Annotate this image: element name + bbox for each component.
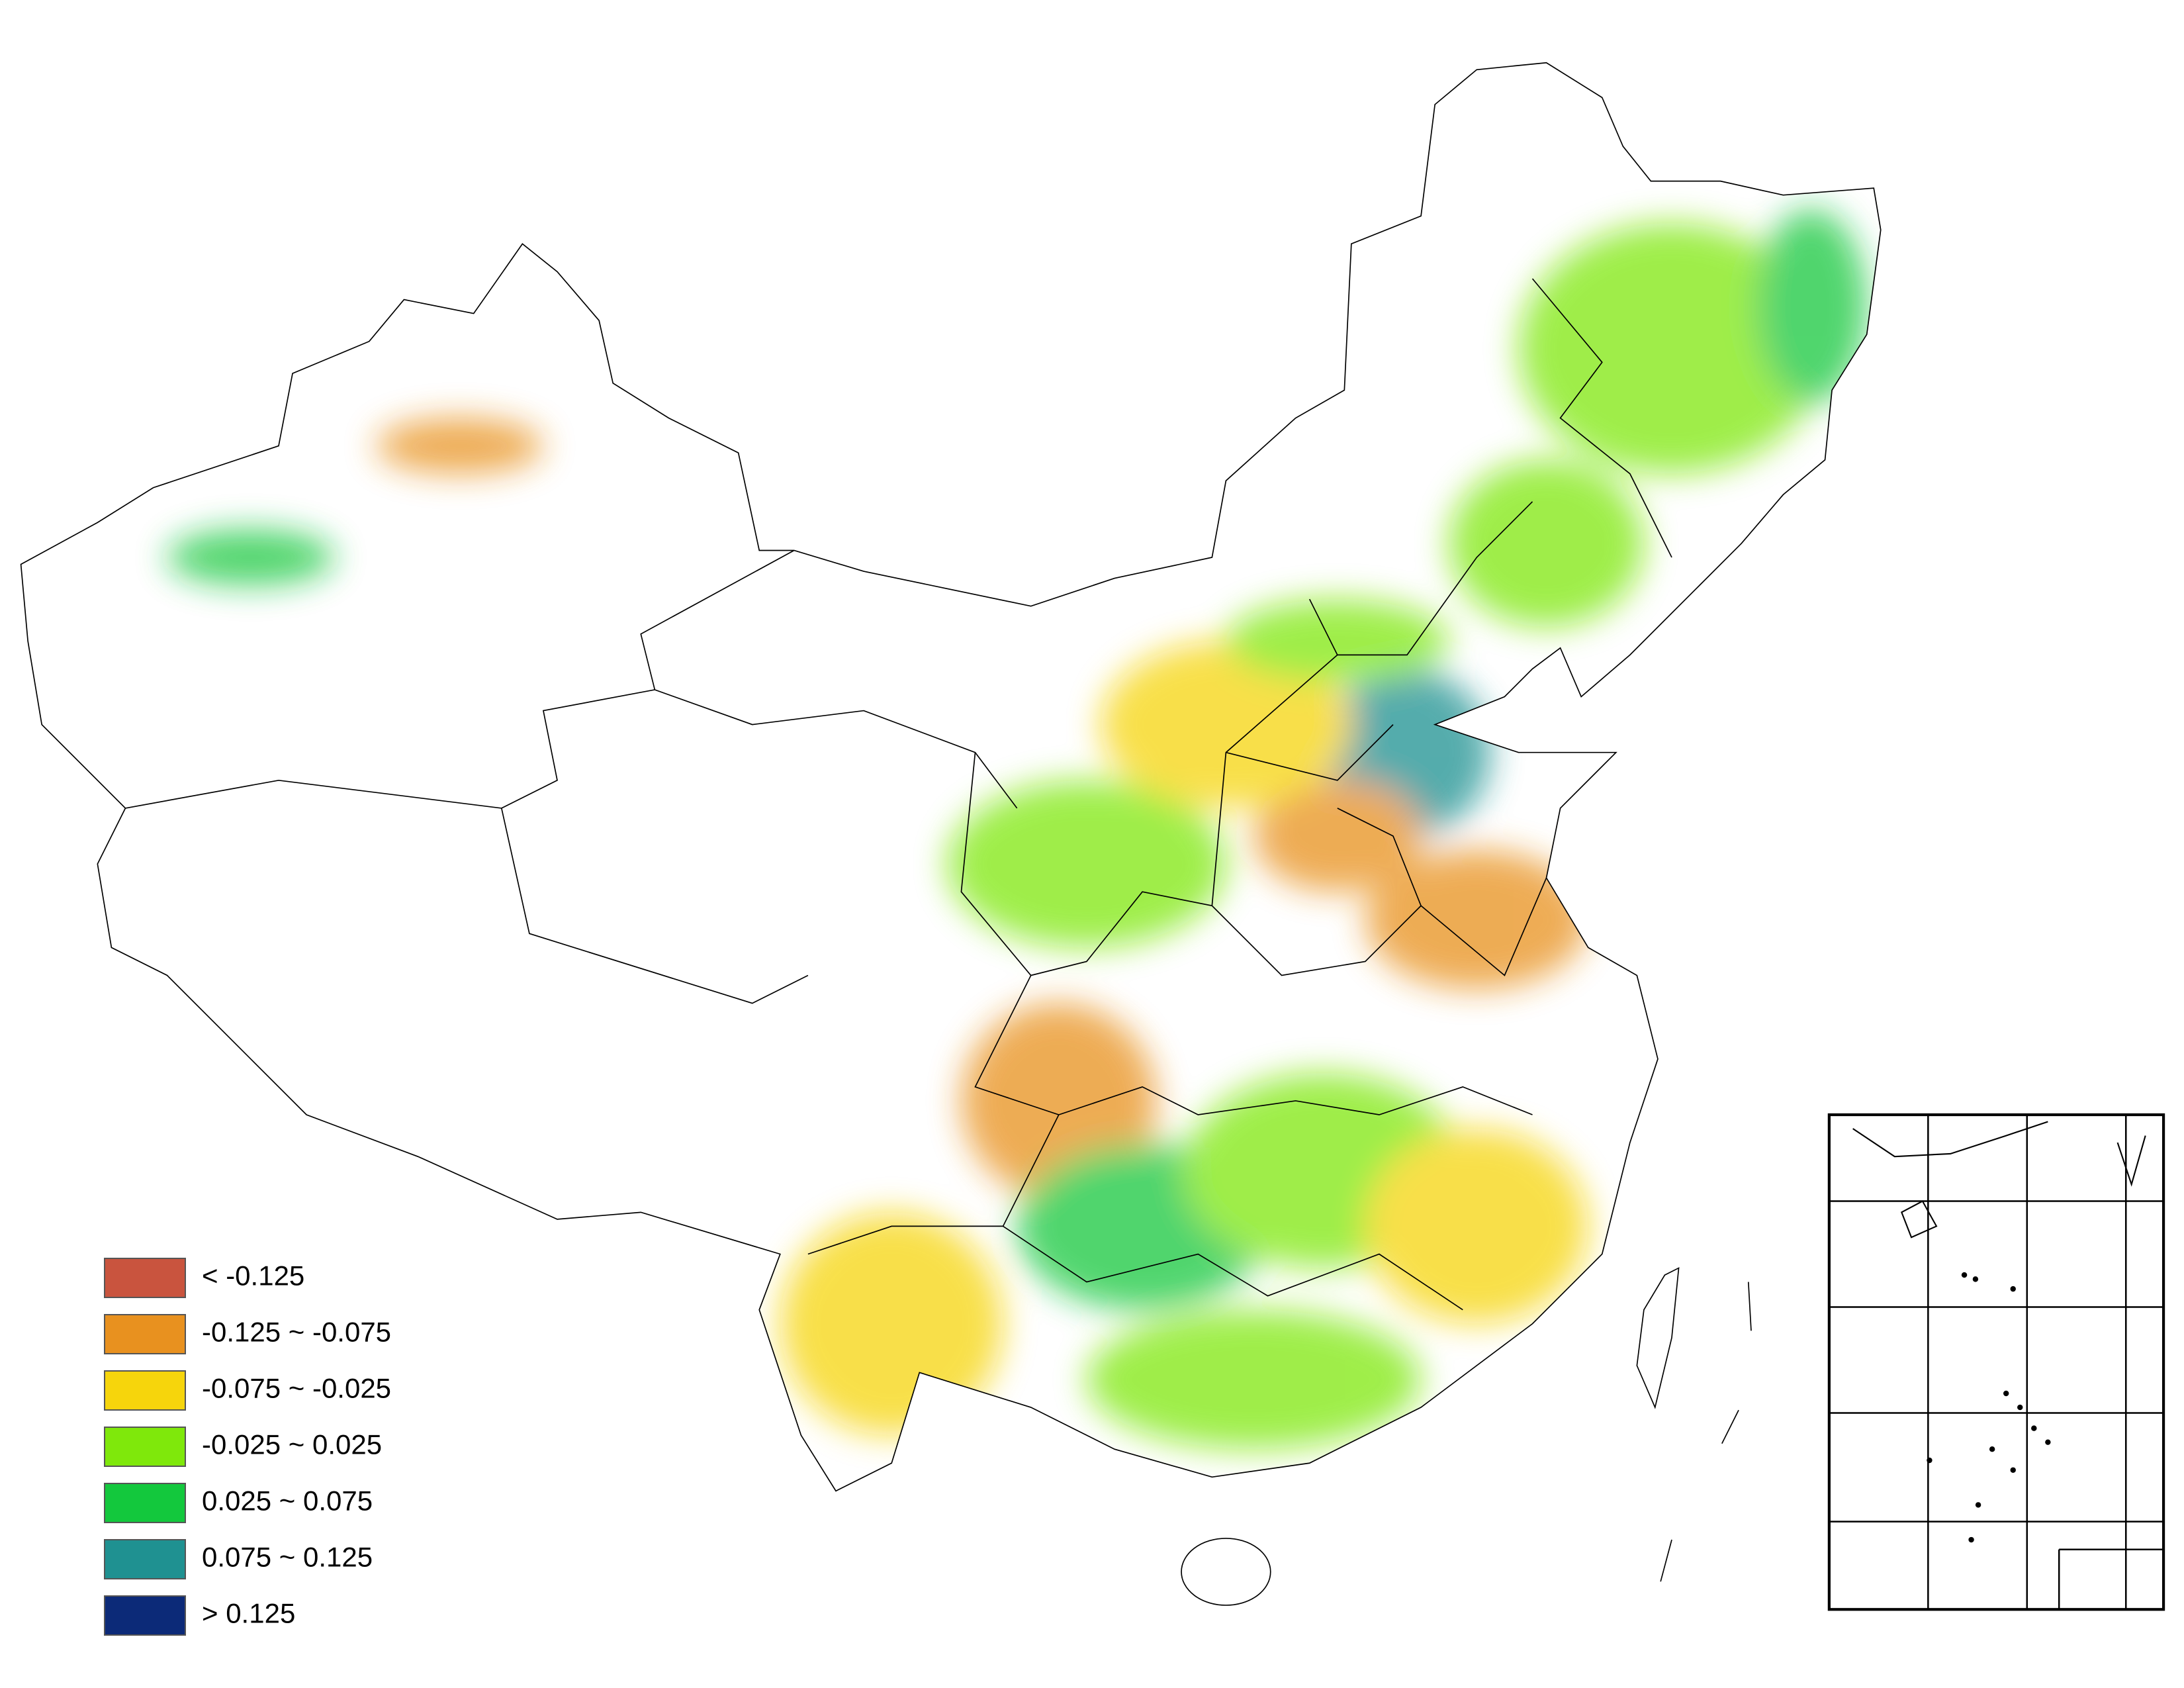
legend-label: 0.075 ~ 0.125 [202, 1542, 373, 1573]
legend-swatch [104, 1258, 186, 1298]
inset-frame [1827, 1113, 2165, 1611]
patch [780, 1212, 1003, 1436]
legend-label: -0.075 ~ -0.025 [202, 1373, 391, 1404]
inset-grid [1829, 1115, 2164, 1610]
legend-swatch [104, 1595, 186, 1636]
patch [1518, 222, 1825, 474]
legend-label: -0.025 ~ 0.025 [202, 1429, 382, 1460]
island-marks [1660, 1282, 1752, 1582]
patch [1086, 1309, 1422, 1450]
legend-label: > 0.125 [202, 1598, 295, 1629]
legend-label: 0.025 ~ 0.075 [202, 1485, 373, 1517]
patch [1365, 1129, 1588, 1324]
taiwan [1636, 1267, 1680, 1409]
vegetation-layer [167, 209, 1867, 1450]
patch [1253, 780, 1422, 892]
legend-label: < -0.125 [202, 1260, 304, 1291]
patch [1755, 209, 1867, 404]
inset-coast [1852, 1121, 2146, 1239]
patch [1449, 459, 1644, 628]
patch [1226, 599, 1449, 683]
south-china-sea-inset [1827, 1113, 2165, 1611]
patch [376, 418, 543, 474]
inset-islands [1927, 1272, 2051, 1543]
legend-swatch [104, 1314, 186, 1354]
patch [1365, 850, 1588, 990]
legend: < -0.125 -0.125 ~ -0.075 -0.075 ~ -0.025 -0… [104, 1258, 391, 1636]
country-outline [20, 62, 1882, 1492]
province-lines [125, 278, 1672, 1311]
legend-swatch [104, 1483, 186, 1523]
patch [167, 529, 335, 586]
boundaries [20, 62, 1882, 1606]
patch [1100, 641, 1351, 808]
legend-label: -0.125 ~ -0.075 [202, 1317, 391, 1348]
hainan [1181, 1538, 1271, 1606]
patch [947, 780, 1226, 948]
legend-swatch [104, 1370, 186, 1411]
legend-swatch [104, 1539, 186, 1579]
legend-swatch [104, 1427, 186, 1467]
